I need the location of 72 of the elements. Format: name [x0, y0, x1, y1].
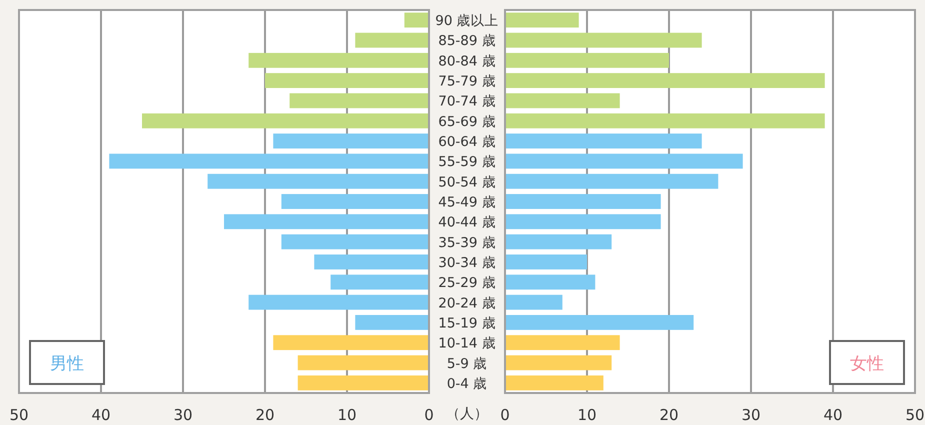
y-tick-label: 30-34 歳 — [438, 254, 496, 271]
bar — [505, 214, 661, 230]
bar — [290, 93, 429, 108]
y-tick-label: 65-69 歳 — [438, 114, 496, 130]
y-tick-label: 60-64 歳 — [438, 134, 496, 150]
x-tick-label: 10 — [577, 406, 597, 424]
bar — [505, 234, 612, 250]
x-tick-label: 30 — [173, 406, 193, 424]
bar — [505, 154, 743, 169]
bar — [142, 113, 429, 128]
y-tick-label: 40-44 歳 — [438, 214, 496, 231]
bar — [224, 214, 429, 230]
bar — [208, 174, 429, 189]
y-tick-label: 85-89 歳 — [438, 33, 496, 50]
y-tick-label: 0-4 歳 — [446, 376, 488, 392]
bar — [314, 254, 429, 270]
bar — [505, 375, 604, 390]
x-tick-label: 10 — [337, 406, 357, 424]
bar — [265, 73, 429, 88]
x-tick-label: 0 — [424, 406, 434, 424]
y-tick-label: 70-74 歳 — [438, 94, 496, 110]
bar — [109, 154, 429, 169]
bar — [505, 12, 579, 28]
bar — [505, 134, 702, 148]
bar — [281, 234, 429, 250]
x-tick-label: 40 — [823, 406, 843, 424]
x-tick-label: 50 — [9, 406, 29, 424]
bar — [404, 12, 429, 28]
bar — [505, 254, 587, 270]
bar — [273, 134, 429, 148]
bar — [330, 274, 429, 290]
bar — [505, 73, 825, 88]
y-tick-label: 10-14 歳 — [438, 336, 496, 352]
x-tick-label: 20 — [255, 406, 275, 424]
x-tick-label: 50 — [905, 406, 925, 424]
bar — [505, 93, 620, 108]
bar — [505, 294, 562, 310]
bar — [505, 32, 702, 48]
y-tick-label: 25-29 歳 — [438, 275, 496, 292]
y-tick-label: 80-84 歳 — [438, 53, 496, 70]
text: 女性 — [850, 354, 884, 374]
bar — [298, 355, 429, 370]
bar — [505, 113, 825, 128]
x-tick-label: 20 — [659, 406, 679, 424]
x-tick-label: 40 — [91, 406, 111, 424]
x-tick-label: 0 — [500, 406, 510, 424]
bar — [505, 355, 612, 370]
y-tick-label: 50-54 歳 — [438, 174, 496, 190]
y-tick-label: 35-39 歳 — [438, 234, 496, 251]
y-tick-label: 15-19 歳 — [438, 315, 496, 332]
bar — [355, 32, 429, 48]
bar — [505, 174, 718, 189]
bar — [505, 52, 669, 68]
bar — [248, 52, 429, 68]
bar — [355, 314, 429, 330]
bar — [281, 194, 429, 209]
y-tick-label: 75-79 歳 — [438, 74, 496, 90]
text: 男性 — [50, 354, 84, 374]
y-tick-label: 55-59 歳 — [438, 154, 496, 170]
y-tick-label: 45-49 歳 — [438, 194, 496, 210]
x-axis-title: （人） — [446, 406, 488, 422]
x-tick-label: 30 — [741, 406, 761, 424]
bar — [298, 375, 429, 390]
y-tick-label: 20-24 歳 — [438, 295, 496, 312]
y-tick-label: 5-9 歳 — [446, 356, 488, 372]
bar — [248, 294, 429, 310]
bar — [505, 314, 694, 330]
bar — [505, 194, 661, 209]
y-tick-label: 90 歳以上 — [435, 13, 499, 30]
bar — [505, 335, 620, 350]
bar — [505, 274, 596, 290]
bar — [273, 335, 429, 350]
